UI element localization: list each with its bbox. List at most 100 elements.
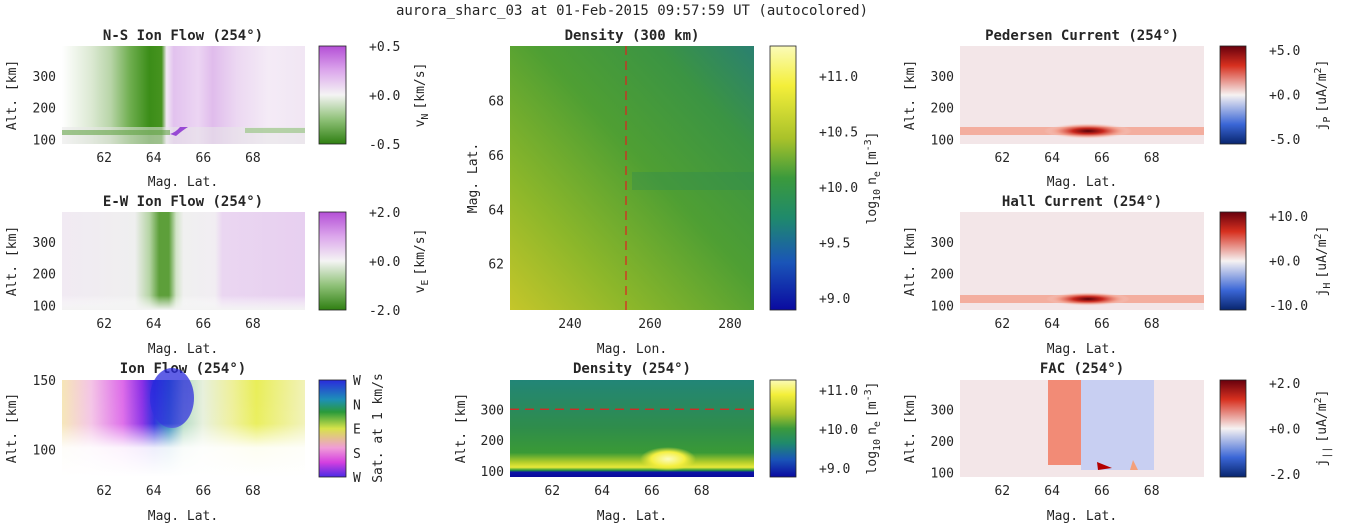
chart-title: E-W Ion Flow (254°): [103, 194, 263, 210]
y-tick-label: 64: [488, 203, 504, 218]
x-axis-label: Mag. Lat.: [597, 509, 667, 524]
panel-ns-ion-flow: N-S Ion Flow (254°) 62 64 66 68 100 200 300 M…: [5, 28, 431, 190]
y-ticks: 100 150: [33, 374, 56, 458]
y-tick-label: 100: [33, 133, 56, 148]
x-tick-label: 64: [146, 317, 162, 332]
y-ticks: 100 200 300: [931, 404, 954, 482]
y-tick-label: 100: [481, 465, 504, 480]
colorbar-tick-label: -0.5: [369, 138, 400, 153]
y-tick-label: 100: [33, 443, 56, 458]
y-tick-label: 300: [931, 404, 954, 419]
colorbar-ticks: +11.0 +10.5 +10.0 +9.5 +9.0: [819, 70, 858, 307]
x-tick-label: 240: [558, 317, 581, 332]
colorbar-tick-label: W: [353, 471, 361, 486]
colorbar-ticks: +0.5 +0.0 -0.5: [369, 40, 400, 153]
x-tick-label: 64: [1044, 317, 1060, 332]
figure-title: aurora_sharc_03 at 01-Feb-2015 09:57:59 …: [396, 3, 868, 19]
x-tick-label: 68: [245, 484, 261, 499]
heatmap: [510, 46, 754, 310]
density-feature: [632, 172, 754, 190]
x-tick-label: 62: [96, 151, 112, 166]
x-ticks: 62 64 66 68: [96, 484, 260, 499]
y-axis-label: Alt. [km]: [903, 393, 918, 463]
flow-feature: [62, 130, 170, 135]
colorbar-tick-label: W: [353, 374, 361, 389]
panel-density-300km: Density (300 km) 240 260 280 62 64 66 68 Mag.…: [466, 28, 883, 357]
colorbar-tick-label: +10.0: [819, 181, 858, 196]
y-ticks: 100 200 300: [33, 236, 56, 314]
colorbar-tick-label: +10.0: [819, 423, 858, 438]
y-ticks: 100 200 300: [481, 403, 504, 480]
x-tick-label: 64: [1044, 151, 1060, 166]
x-ticks: 240 260 280: [558, 317, 741, 332]
colorbar-tick-label: E: [353, 423, 361, 438]
y-tick-label: 200: [33, 268, 56, 283]
y-axis-label: Mag. Lat.: [466, 143, 481, 213]
y-tick-label: 150: [33, 374, 56, 389]
x-tick-label: 66: [196, 317, 212, 332]
colorbar-tick-label: +0.0: [1269, 255, 1300, 270]
y-tick-label: 300: [481, 403, 504, 418]
x-ticks: 62 64 66 68: [994, 317, 1159, 332]
colorbar-tick-label: +0.0: [369, 255, 400, 270]
colorbar-label: log10ne[m-3]: [863, 132, 883, 225]
y-tick-label: 300: [33, 70, 56, 85]
y-tick-label: 100: [33, 299, 56, 314]
flow-feature: [170, 127, 188, 136]
x-axis-label: Mag. Lat.: [1047, 342, 1117, 357]
y-axis-label: Alt. [km]: [903, 226, 918, 296]
x-tick-label: 68: [694, 484, 710, 499]
y-tick-label: 200: [481, 434, 504, 449]
colorbar-label: vN[km/s]: [413, 63, 431, 128]
y-tick-label: 200: [931, 102, 954, 117]
downward-current-region: [1081, 380, 1154, 470]
y-tick-label: 62: [488, 258, 504, 273]
colorbar-tick-label: +0.0: [369, 89, 400, 104]
heatmap-overlay: [62, 380, 305, 477]
y-tick-label: 200: [33, 102, 56, 117]
colorbar: [318, 45, 347, 145]
y-tick-label: 100: [931, 466, 954, 481]
current-feature: [1097, 462, 1112, 470]
x-tick-label: 280: [718, 317, 741, 332]
colorbar: [318, 379, 347, 478]
x-axis-label: Mag. Lat.: [1047, 175, 1117, 190]
colorbar-label: jH[uA/m2]: [1313, 226, 1333, 297]
colorbar: [769, 45, 797, 311]
chart-title: Density (254°): [573, 361, 691, 377]
colorbar-tick-label: +2.0: [1269, 377, 1300, 392]
density-feature: [640, 447, 696, 471]
x-tick-label: 64: [594, 484, 610, 499]
colorbar-ticks: +10.0 +0.0 -10.0: [1269, 210, 1308, 314]
y-ticks: 62 64 66 68: [488, 94, 504, 272]
colorbar-label: vE[km/s]: [413, 229, 431, 294]
colorbar-tick-label: -2.0: [1269, 468, 1300, 483]
colorbar-tick-label: +10.5: [819, 126, 858, 141]
panel-ew-ion-flow: E-W Ion Flow (254°) 62 64 66 68 100 200 300 M…: [5, 194, 431, 357]
colorbar-ticks: +5.0 +0.0 -5.0: [1269, 44, 1300, 148]
y-ticks: 100 200 300: [931, 70, 954, 148]
colorbar-tick-label: S: [353, 447, 361, 462]
x-tick-label: 64: [146, 484, 162, 499]
current-feature: [1044, 123, 1132, 139]
colorbar-tick-label: +9.0: [819, 292, 850, 307]
x-axis-label: Mag. Lat.: [148, 509, 218, 524]
colorbar-label: j||[uA/m2]: [1313, 390, 1333, 467]
colorbar-tick-label: +10.0: [1269, 210, 1308, 225]
y-axis-label: Alt. [km]: [5, 60, 20, 130]
y-axis-label: Alt. [km]: [5, 393, 20, 463]
x-tick-label: 62: [96, 317, 112, 332]
y-tick-label: 300: [931, 236, 954, 251]
y-ticks: 100 200 300: [931, 236, 954, 314]
y-tick-label: 100: [931, 299, 954, 314]
current-feature: [1130, 460, 1138, 470]
heatmap: [510, 380, 754, 477]
y-tick-label: 300: [931, 70, 954, 85]
x-ticks: 62 64 66 68: [544, 484, 709, 499]
colorbar-tick-label: +0.5: [369, 40, 400, 55]
colorbar-tick-label: N: [353, 398, 361, 413]
y-ticks: 100 200 300: [33, 70, 56, 148]
y-tick-label: 300: [33, 236, 56, 251]
colorbar: [1219, 45, 1247, 145]
